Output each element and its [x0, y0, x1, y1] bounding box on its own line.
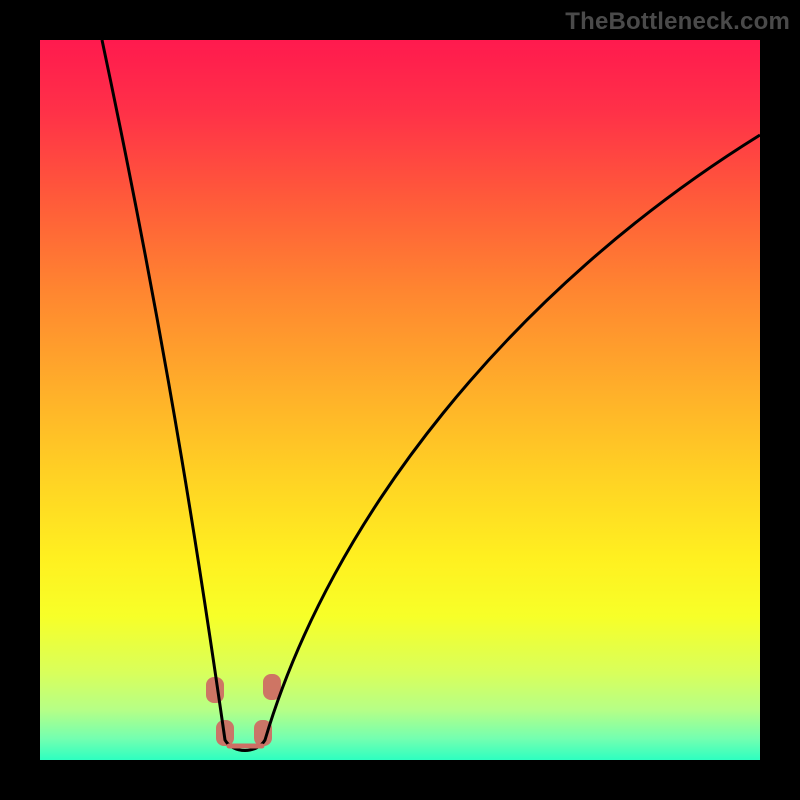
watermark-text: TheBottleneck.com — [565, 8, 790, 36]
plot-area — [40, 40, 760, 760]
chart-canvas: TheBottleneck.com — [0, 0, 800, 800]
background-gradient — [40, 40, 760, 760]
